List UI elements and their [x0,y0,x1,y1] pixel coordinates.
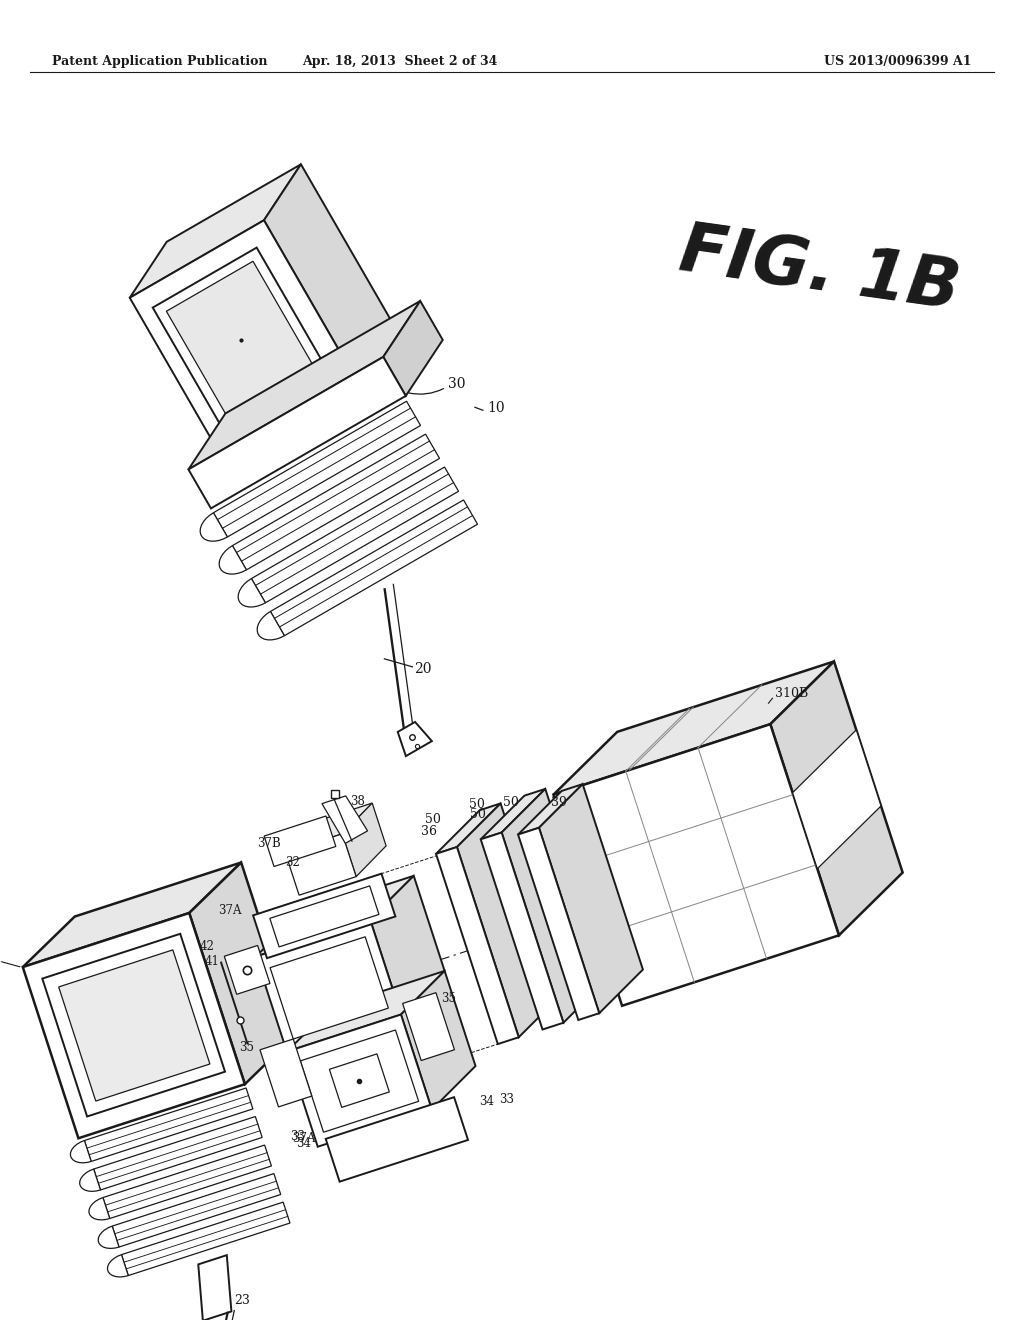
Polygon shape [199,1255,231,1320]
Text: US 2013/0096399 A1: US 2013/0096399 A1 [824,55,972,69]
Polygon shape [518,828,599,1020]
Polygon shape [286,803,372,853]
Text: 50: 50 [470,808,485,821]
Polygon shape [554,661,834,795]
Polygon shape [130,220,356,458]
Polygon shape [224,945,270,994]
Text: 50: 50 [425,813,440,826]
Text: 33: 33 [499,1093,514,1106]
Polygon shape [480,789,546,840]
Polygon shape [370,875,444,1015]
Text: 32: 32 [286,855,300,869]
Polygon shape [189,862,297,1084]
Polygon shape [89,1197,110,1220]
Text: 37A: 37A [292,1133,315,1146]
Polygon shape [270,500,477,636]
Polygon shape [326,1097,468,1181]
Polygon shape [103,1144,271,1218]
Polygon shape [166,261,315,420]
Polygon shape [436,847,519,1044]
Text: 41: 41 [205,954,220,968]
Polygon shape [793,730,881,869]
Polygon shape [219,545,247,574]
Polygon shape [260,1039,311,1107]
Polygon shape [264,164,393,380]
Text: 37A: 37A [218,904,242,917]
Polygon shape [257,611,285,640]
Text: Patent Application Publication: Patent Application Publication [52,55,267,69]
Text: 50: 50 [469,799,485,812]
Polygon shape [287,972,444,1052]
Polygon shape [80,1170,100,1192]
Text: 20: 20 [415,661,432,676]
Text: 35: 35 [440,991,456,1005]
Polygon shape [113,1173,281,1247]
Text: 33: 33 [290,1130,305,1143]
Text: Apr. 18, 2013  Sheet 2 of 34: Apr. 18, 2013 Sheet 2 of 34 [302,55,498,69]
Polygon shape [42,933,225,1117]
Polygon shape [239,578,265,607]
Text: 50: 50 [503,796,519,809]
Polygon shape [256,875,414,957]
Text: 310B: 310B [775,688,809,700]
Text: FIG. 1B: FIG. 1B [676,218,965,323]
Text: 42: 42 [200,940,214,953]
Polygon shape [322,796,368,843]
Polygon shape [71,1140,91,1163]
Polygon shape [253,874,395,958]
Polygon shape [122,1203,290,1275]
Text: 23: 23 [234,1295,251,1307]
Polygon shape [402,993,455,1060]
Polygon shape [256,920,401,1052]
Polygon shape [200,512,227,541]
Polygon shape [502,789,607,1023]
Text: 37B: 37B [258,837,282,850]
Text: 10: 10 [486,401,505,416]
Polygon shape [436,804,501,854]
Polygon shape [401,972,475,1110]
Polygon shape [188,356,406,508]
Polygon shape [480,833,563,1030]
Polygon shape [383,301,442,396]
Polygon shape [287,1015,432,1147]
Polygon shape [23,862,242,968]
Text: 39: 39 [551,796,567,809]
Text: 36: 36 [421,825,436,838]
Polygon shape [554,725,839,1006]
Polygon shape [58,950,210,1101]
Polygon shape [252,467,459,603]
Polygon shape [23,913,245,1138]
Polygon shape [98,1226,119,1249]
Polygon shape [264,816,336,866]
Polygon shape [270,937,388,1039]
Polygon shape [188,301,420,470]
Polygon shape [130,164,301,298]
Text: 34: 34 [479,1096,495,1107]
Polygon shape [457,804,562,1038]
Text: 34: 34 [296,1137,311,1150]
Polygon shape [270,886,379,946]
Polygon shape [539,784,643,1014]
Polygon shape [770,661,902,936]
Polygon shape [213,401,421,537]
Polygon shape [153,248,329,433]
Polygon shape [397,722,432,756]
Polygon shape [286,834,356,895]
Polygon shape [342,803,386,876]
Polygon shape [300,1030,419,1133]
Text: 30: 30 [449,378,466,391]
Polygon shape [93,1117,262,1189]
Text: 35: 35 [239,1041,254,1055]
Polygon shape [330,1053,389,1107]
Polygon shape [108,1254,128,1276]
Polygon shape [84,1088,253,1162]
Text: 38: 38 [350,795,365,808]
Polygon shape [232,434,439,570]
Polygon shape [518,784,583,834]
